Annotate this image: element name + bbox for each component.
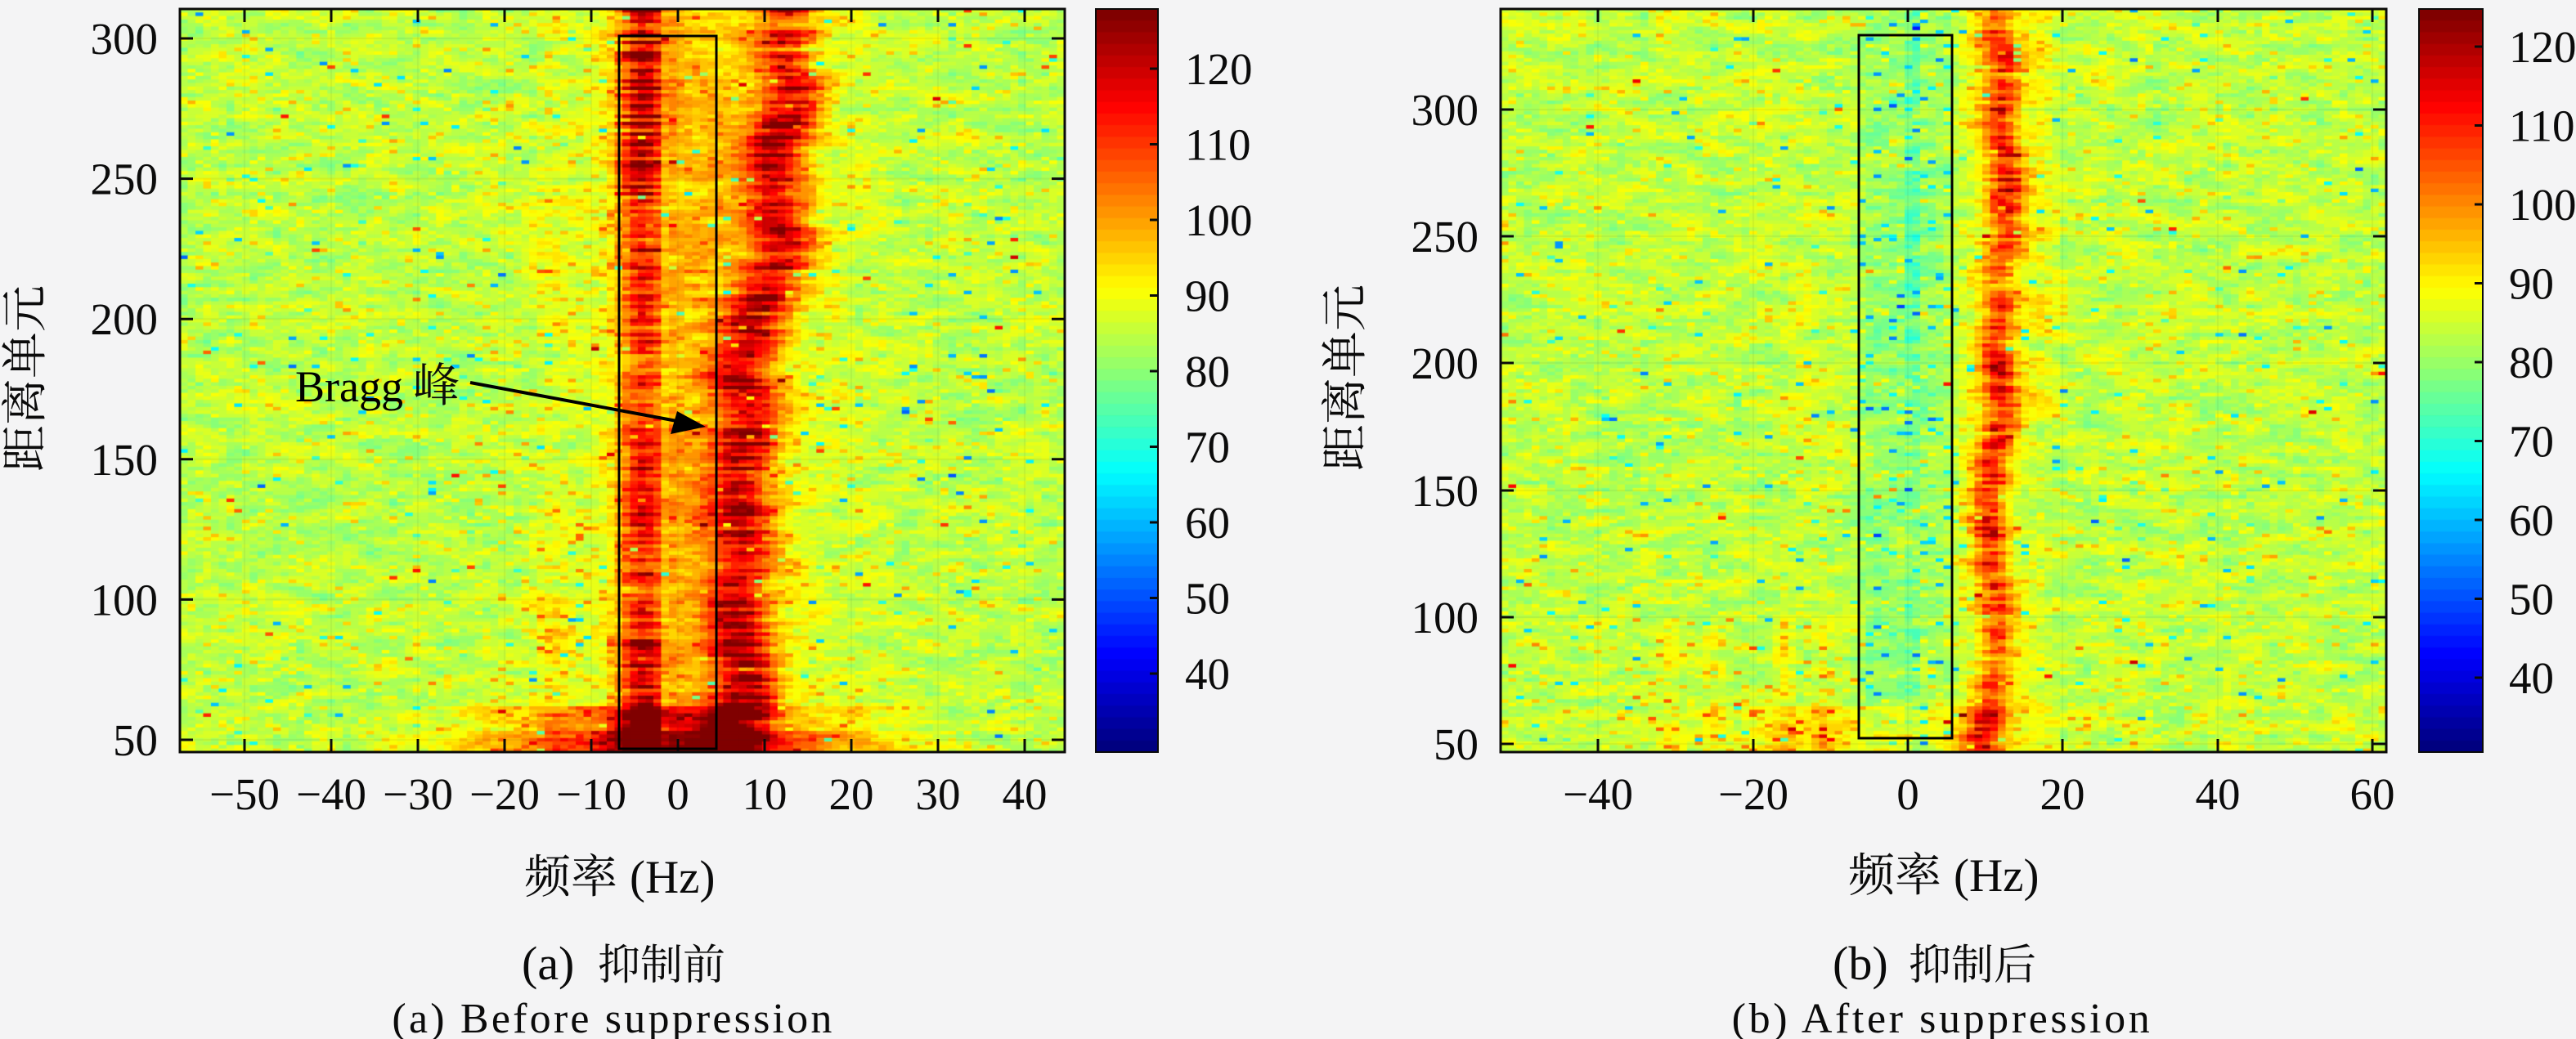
svg-text:(b) After suppression: (b) After suppression	[1732, 996, 2153, 1039]
svg-text:300: 300	[91, 14, 159, 64]
svg-text:90: 90	[1185, 271, 1230, 321]
svg-text:70: 70	[2509, 417, 2554, 467]
svg-text:40: 40	[2509, 653, 2554, 703]
svg-text:40: 40	[2196, 769, 2241, 819]
svg-text:200: 200	[91, 294, 159, 344]
svg-text:(b): (b)	[1833, 937, 1888, 990]
svg-text:100: 100	[2509, 180, 2576, 230]
svg-text:40: 40	[1185, 649, 1230, 699]
svg-text:110: 110	[1185, 120, 1250, 170]
svg-text:40: 40	[1003, 769, 1048, 819]
svg-text:250: 250	[1411, 212, 1479, 262]
svg-text:100: 100	[91, 575, 159, 625]
svg-text:(a): (a)	[522, 937, 574, 990]
svg-text:10: 10	[743, 769, 788, 819]
svg-text:20: 20	[829, 769, 874, 819]
svg-text:−20: −20	[469, 769, 540, 819]
svg-text:200: 200	[1411, 338, 1479, 388]
svg-text:−10: −10	[556, 769, 626, 819]
svg-text:150: 150	[91, 435, 159, 485]
svg-text:50: 50	[1185, 574, 1230, 624]
svg-text:30: 30	[916, 769, 961, 819]
svg-text:60: 60	[2509, 495, 2554, 545]
svg-text:90: 90	[2509, 259, 2554, 309]
svg-text:250: 250	[91, 155, 159, 204]
svg-text:0: 0	[666, 769, 689, 819]
svg-text:50: 50	[2509, 575, 2554, 625]
svg-text:120: 120	[1185, 44, 1253, 94]
svg-text:(Hz): (Hz)	[1954, 850, 2039, 902]
svg-text:0: 0	[1896, 769, 1919, 819]
svg-text:(a) Before suppression: (a) Before suppression	[392, 996, 834, 1039]
svg-text:−30: −30	[383, 769, 453, 819]
svg-text:120: 120	[2509, 22, 2576, 72]
svg-text:110: 110	[2509, 101, 2574, 151]
svg-text:100: 100	[1185, 195, 1253, 245]
svg-text:80: 80	[1185, 347, 1230, 396]
svg-text:50: 50	[1434, 719, 1479, 769]
svg-text:60: 60	[1185, 498, 1230, 548]
svg-text:20: 20	[2040, 769, 2085, 819]
svg-text:60: 60	[2350, 769, 2395, 819]
svg-text:Bragg: Bragg	[295, 362, 403, 411]
svg-text:−40: −40	[1563, 769, 1633, 819]
svg-text:100: 100	[1411, 593, 1479, 643]
svg-text:70: 70	[1185, 423, 1230, 472]
svg-text:50: 50	[113, 715, 158, 765]
svg-text:−50: −50	[209, 769, 280, 819]
svg-text:(Hz): (Hz)	[630, 852, 715, 903]
svg-text:300: 300	[1411, 85, 1479, 135]
svg-text:−40: −40	[296, 769, 366, 819]
svg-text:−20: −20	[1718, 769, 1788, 819]
svg-text:150: 150	[1411, 466, 1479, 516]
svg-text:80: 80	[2509, 338, 2554, 387]
